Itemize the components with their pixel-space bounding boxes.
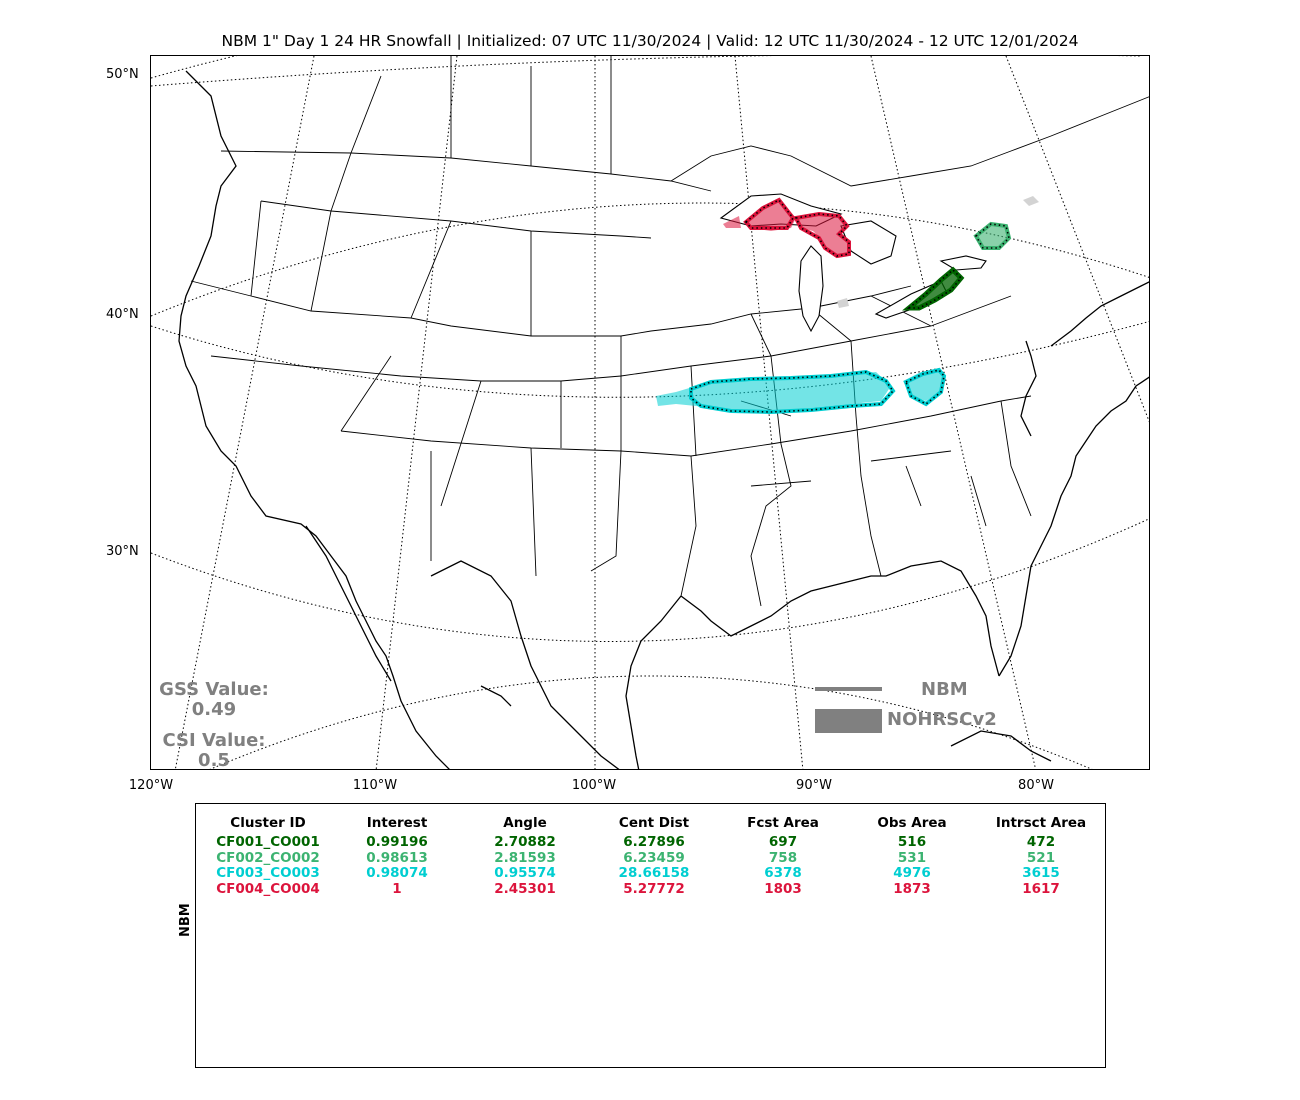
table-cell-cluster-id: CF004_CO004	[216, 881, 320, 898]
table-cell-angle: 2.45301	[494, 881, 556, 898]
snowfall-map	[150, 55, 1150, 770]
table-cell-angle: 0.95574	[494, 865, 556, 882]
lake-ontario	[939, 255, 987, 271]
table-cell-angle: 2.70882	[494, 834, 556, 850]
lat-line-48	[151, 56, 1141, 87]
legend-observed-label: NOHRSCv2	[887, 709, 997, 730]
table-cell-interest: 0.98613	[366, 849, 428, 866]
snow-clusters	[656, 196, 1039, 415]
lon-label-120: 120°W	[128, 778, 174, 793]
csi-label: CSI Value:	[162, 730, 266, 751]
table-cell-cent-dist: 6.27896	[623, 834, 685, 850]
table-cell-cluster-id: CF002_CO002	[216, 849, 320, 866]
lat-label-30: 30°N	[106, 544, 139, 559]
table-cell-cluster-id: CF001_CO001	[216, 834, 320, 850]
table-cell-fcst-area: 697	[768, 834, 798, 850]
unmatched-obs-2	[1023, 196, 1039, 206]
csi-value: 0.5	[198, 750, 230, 771]
lon-label-100: 100°W	[571, 778, 617, 793]
table-cell-obs-area: 4976	[893, 865, 931, 882]
unmatched-obs-1	[837, 298, 849, 308]
table-cell-angle: 2.81593	[494, 849, 556, 866]
cluster4-forecast	[744, 198, 850, 257]
cluster2-forecast	[974, 223, 1010, 249]
lat-label-40: 40°N	[106, 307, 139, 322]
legend-observed-swatch	[815, 709, 882, 733]
table-cell-fcst-area: 6378	[764, 865, 802, 882]
table-cell-intrsct-area: 472	[1026, 834, 1056, 850]
gss-label: GSS Value:	[159, 679, 269, 700]
col-header-angle: Angle	[503, 815, 547, 831]
cluster1-forecast-edge	[902, 266, 965, 311]
col-header-interest: Interest	[366, 815, 428, 831]
coastline	[178, 70, 1149, 769]
col-header-obs-area: Obs Area	[877, 815, 947, 831]
gss-value: 0.49	[191, 699, 237, 720]
lon-label-110: 110°W	[352, 778, 398, 793]
table-cell-cent-dist: 6.23459	[623, 849, 685, 866]
table-cell-cluster-id: CF003_CO003	[216, 865, 320, 882]
table-cell-interest: 0.98074	[366, 865, 428, 882]
table-cell-fcst-area: 1803	[764, 881, 802, 898]
lon-line-75	[1005, 56, 1149, 423]
lat-line-28	[209, 675, 1093, 769]
table-cell-interest: 0.99196	[366, 834, 428, 850]
lon-label-80: 80°W	[1018, 778, 1054, 793]
col-header-cluster-id: Cluster ID	[230, 815, 306, 831]
lat-label-50: 50°N	[106, 67, 139, 82]
lon-label-90: 90°W	[796, 778, 832, 793]
cluster3-forecast	[690, 369, 945, 413]
lat-line-30	[151, 518, 1149, 642]
col-header-intrsct-area: Intrsct Area	[995, 815, 1087, 831]
table-cell-obs-area: 531	[897, 849, 927, 866]
table-cell-intrsct-area: 1617	[1022, 881, 1060, 898]
lake-michigan	[798, 245, 824, 333]
cluster-stats-table	[195, 803, 1106, 1068]
table-cell-cent-dist: 28.66158	[618, 865, 690, 882]
table-cell-obs-area: 1873	[893, 881, 931, 898]
map-svg	[151, 56, 1149, 769]
lon-line-115	[174, 56, 315, 769]
graticule	[151, 56, 1149, 769]
table-cell-cent-dist: 5.27772	[623, 881, 685, 898]
table-cell-intrsct-area: 521	[1026, 849, 1056, 866]
lat-line-40	[151, 202, 1149, 317]
map-title: NBM 1" Day 1 24 HR Snowfall | Initialize…	[221, 32, 1079, 50]
lat-line-50	[151, 56, 1149, 79]
col-header-fcst-area: Fcst Area	[747, 815, 819, 831]
col-header-cent-dist: Cent Dist	[618, 815, 690, 831]
lat-line-37	[151, 321, 1149, 398]
table-cell-intrsct-area: 3615	[1022, 865, 1060, 882]
table-cell-obs-area: 516	[897, 834, 927, 850]
cluster3-observed	[656, 368, 946, 411]
table-ylabel: NBM	[178, 903, 193, 937]
table-cell-interest: 1	[392, 881, 402, 898]
legend-forecast-label: NBM	[921, 679, 968, 700]
state-borders	[190, 56, 1149, 607]
table-cell-fcst-area: 758	[768, 849, 798, 866]
legend-forecast-swatch	[815, 687, 882, 691]
lon-line-80	[870, 56, 1037, 769]
